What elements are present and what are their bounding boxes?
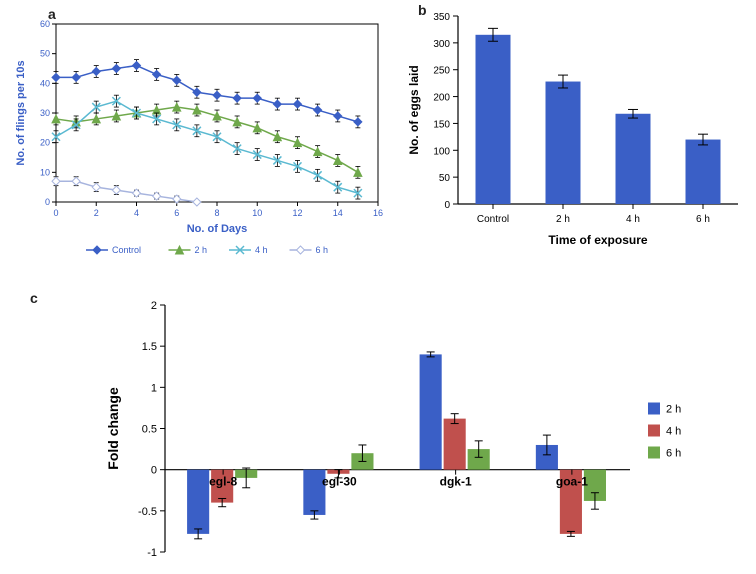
svg-text:50: 50	[439, 173, 451, 184]
svg-text:2 h: 2 h	[666, 404, 681, 416]
svg-text:4 h: 4 h	[255, 245, 268, 255]
svg-text:Time of exposure: Time of exposure	[548, 233, 647, 247]
svg-text:0: 0	[151, 465, 157, 477]
svg-text:6 h: 6 h	[316, 245, 329, 255]
svg-text:20: 20	[40, 138, 50, 148]
svg-text:1.5: 1.5	[142, 341, 157, 353]
svg-text:6: 6	[174, 208, 179, 218]
svg-text:No. of eggs laid: No. of eggs laid	[407, 65, 421, 154]
svg-text:1: 1	[151, 382, 157, 394]
svg-text:2 h: 2 h	[195, 245, 208, 255]
svg-text:6 h: 6 h	[696, 214, 710, 225]
svg-text:goa-1: goa-1	[556, 475, 588, 489]
svg-text:Fold change: Fold change	[105, 387, 121, 470]
svg-text:10: 10	[40, 167, 50, 177]
svg-text:6 h: 6 h	[666, 448, 681, 460]
svg-text:16: 16	[373, 208, 383, 218]
svg-text:egl-8: egl-8	[209, 475, 237, 489]
svg-text:No. of flings per 10s: No. of flings per 10s	[15, 60, 27, 165]
svg-text:10: 10	[252, 208, 262, 218]
svg-text:12: 12	[292, 208, 302, 218]
svg-text:14: 14	[333, 208, 343, 218]
svg-text:150: 150	[433, 119, 450, 130]
svg-text:250: 250	[433, 66, 450, 77]
svg-text:0.5: 0.5	[142, 424, 157, 436]
svg-text:2: 2	[94, 208, 99, 218]
svg-text:300: 300	[433, 39, 450, 50]
svg-text:0: 0	[45, 197, 50, 207]
svg-text:100: 100	[433, 146, 450, 157]
svg-text:0: 0	[53, 208, 58, 218]
panel-a-chart: 0 10 20 30 40 50 60 0 2 4 6 8 10 12 14 16 No. of Days No.…	[10, 10, 390, 270]
svg-text:Control: Control	[477, 214, 509, 225]
svg-text:4: 4	[134, 208, 139, 218]
svg-text:60: 60	[40, 19, 50, 29]
svg-text:4 h: 4 h	[626, 214, 640, 225]
svg-text:-0.5: -0.5	[138, 506, 157, 518]
svg-text:200: 200	[433, 93, 450, 104]
panel-b-chart: 0 50 100 150 200 250 300 350 Control 2 h 4 h 6 h Tim…	[400, 6, 750, 256]
svg-text:2 h: 2 h	[556, 214, 570, 225]
svg-text:30: 30	[40, 108, 50, 118]
panel-c-chart: -1 -0.5 0 0.5 1 1.5 2 Fold change egl-8 egl-30 dgk…	[80, 295, 740, 570]
svg-text:4 h: 4 h	[666, 426, 681, 438]
svg-text:egl-30: egl-30	[322, 475, 357, 489]
svg-text:50: 50	[40, 49, 50, 59]
svg-text:No. of Days: No. of Days	[187, 223, 248, 235]
svg-text:350: 350	[433, 12, 450, 23]
svg-text:8: 8	[214, 208, 219, 218]
panel-c-label: c	[30, 290, 38, 306]
svg-text:-1: -1	[147, 547, 157, 559]
svg-text:Control: Control	[112, 245, 141, 255]
svg-text:0: 0	[444, 200, 450, 211]
svg-text:2: 2	[151, 300, 157, 312]
svg-text:40: 40	[40, 78, 50, 88]
svg-text:dgk-1: dgk-1	[440, 475, 472, 489]
